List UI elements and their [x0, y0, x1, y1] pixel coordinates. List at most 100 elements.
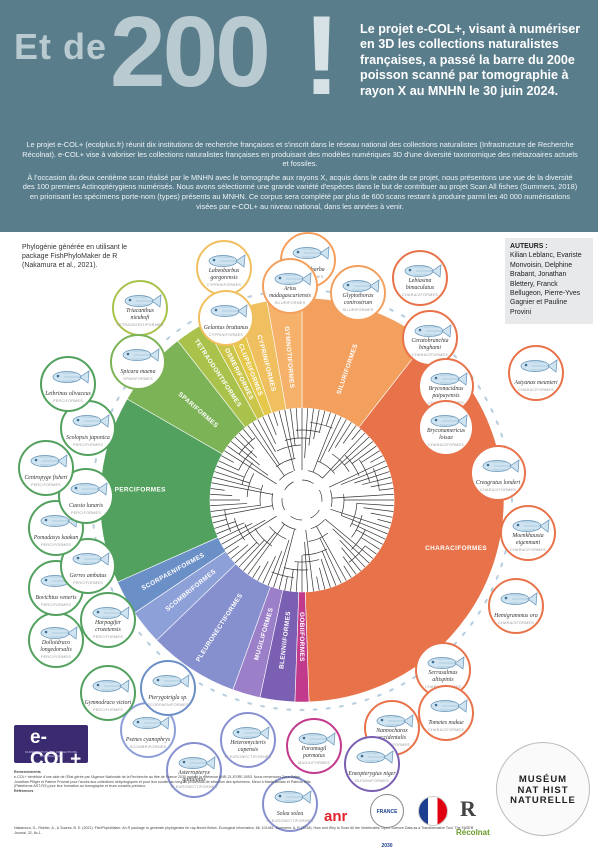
mini-fish-mark: [325, 290, 331, 293]
title-200: 200: [110, 0, 271, 108]
tree-arc: [238, 437, 256, 455]
tree-leaf-branch: [363, 507, 394, 512]
order-pleuronectiformes: PLEURONECTIFORMES: [156, 563, 271, 691]
tree-leaf-branch: [230, 441, 260, 466]
tree-leaf-branch: [343, 565, 352, 578]
species-order: MUGILIFORMES: [298, 761, 330, 765]
fish-scan-icon: [342, 279, 380, 293]
species-name: Caesio lunaris: [69, 502, 103, 509]
museum-logo: MUSÉUM NAT HIST NATURELLE: [496, 742, 590, 836]
tree-arc: [271, 571, 294, 578]
mini-fish-mark: [400, 314, 406, 318]
tree-arc: [276, 444, 302, 452]
tree-arc: [302, 548, 328, 556]
species-order: PERCIFORMES: [40, 543, 72, 547]
species-name: Labeobarbus gorgorensis: [208, 268, 240, 281]
tree-arc: [351, 514, 363, 538]
species-order: SILURIFORMES: [274, 301, 306, 305]
species-order: TETRAODONTIFORMES: [116, 323, 164, 327]
tree-leaf-branch: [324, 518, 374, 559]
tree-arc: [359, 459, 370, 482]
mini-fish-mark: [116, 396, 120, 402]
species-order: PERCIFORMES: [92, 635, 124, 639]
tree-leaf-branch: [330, 508, 390, 529]
tree-leaf-branch: [210, 493, 233, 496]
tree-arc: [281, 521, 297, 530]
headline: Le projet e-COL+, visant à numériser en …: [360, 22, 581, 98]
fish-scan-icon: [92, 606, 130, 620]
tree-leaf-branch: [238, 432, 255, 450]
tree-leaf-branch: [341, 547, 361, 572]
species-medallion: Bryconamericus loisae CHARACIFORMES: [418, 400, 474, 456]
species-order: PLEURONECTIFORMES: [170, 785, 218, 789]
species-medallion: Moenkhausia eigenmani CHARACIFORMES: [500, 505, 556, 561]
species-order: CHARACIFORMES: [428, 728, 464, 732]
species-medallion: Solea solea PLEURONECTIFORMES: [262, 776, 318, 832]
tree-leaf-branch: [316, 526, 347, 581]
species-name: Scolopsis japonica: [66, 434, 110, 441]
mini-fish-mark: [351, 702, 357, 705]
fish-scan-icon: [132, 716, 170, 730]
mini-fish-mark: [470, 621, 474, 626]
tree-arc: [308, 532, 329, 542]
species-name: Pterygotrigla sp.: [148, 694, 188, 701]
tree-arc: [317, 460, 335, 474]
species-name: Tometes makue: [428, 719, 464, 726]
tree-arc: [310, 509, 320, 519]
tree-leaf-branch: [340, 515, 388, 535]
mini-fish-mark: [146, 641, 151, 646]
intro-text: Le projet e-COL+ (ecolplus.fr) réunit di…: [22, 140, 578, 215]
tree-leaf-branch: [319, 567, 326, 590]
tree-leaf-branch: [342, 556, 357, 575]
tree-leaf-branch: [295, 561, 299, 592]
species-name: Nannocharax occidentalis: [376, 728, 408, 741]
tree-leaf-branch: [370, 512, 393, 518]
mini-fish-mark: [94, 458, 97, 464]
species-order: CHARACIFORMES: [518, 388, 554, 392]
species-name: Gymnodraco victori: [84, 699, 132, 706]
tree-arc: [344, 455, 360, 476]
tree-leaf-branch: [304, 541, 309, 592]
tree-leaf-branch: [319, 537, 342, 584]
tree-arc: [283, 567, 309, 571]
species-medallion: Glyptothorax conirostrum SILURIFORMES: [330, 265, 386, 321]
species-order: PLEURONECTIFORMES: [224, 755, 272, 759]
species-name: Psenes cyanophrys: [125, 736, 171, 743]
intro-paragraph-2: À l'occasion du deux centième scan réali…: [22, 172, 578, 211]
tree-leaf-branch: [361, 476, 392, 485]
fish-scan-icon: [178, 756, 216, 770]
fish-scan-icon: [520, 359, 558, 373]
tree-leaf-branch: [273, 539, 290, 588]
tree-arc: [310, 519, 325, 530]
species-name: Bovichtus veneris: [35, 594, 77, 601]
tree-leaf-branch: [351, 428, 361, 441]
mini-fish-mark: [187, 321, 192, 325]
tree-leaf-branch: [360, 450, 380, 463]
tree-leaf-branch: [312, 414, 337, 473]
tree-leaf-branch: [224, 450, 277, 485]
tree-arc: [224, 509, 232, 532]
tree-arc: [290, 516, 303, 521]
museum-line-1: MUSÉUM: [518, 774, 568, 785]
species-name: Pomadasys kaakan: [33, 534, 79, 541]
tree-arc: [348, 545, 366, 563]
mini-fish-mark: [495, 574, 499, 580]
fish-scan-icon: [430, 699, 468, 713]
mini-fish-mark: [234, 698, 240, 702]
tree-leaf-branch: [214, 471, 250, 484]
species-name: Creagrutus londeri: [475, 479, 521, 486]
fish-scan-icon: [208, 254, 246, 268]
fish-scan-icon: [482, 459, 520, 473]
tree-leaf-branch: [351, 445, 377, 464]
mini-fish-mark: [400, 682, 406, 686]
tree-leaf-branch: [210, 504, 261, 512]
title-exclamation: !: [303, 0, 341, 118]
mini-fish-mark: [260, 705, 266, 708]
mini-fish-mark: [461, 631, 466, 636]
mini-fish-mark: [138, 631, 143, 636]
tree-leaf-branch: [304, 408, 309, 459]
recolnat-logo: Récolnat: [456, 828, 490, 837]
species-order: CHARACIFORMES: [498, 621, 534, 625]
species-medallion: Dolloidraco longedorsalis PERCIFORMES: [28, 612, 84, 668]
